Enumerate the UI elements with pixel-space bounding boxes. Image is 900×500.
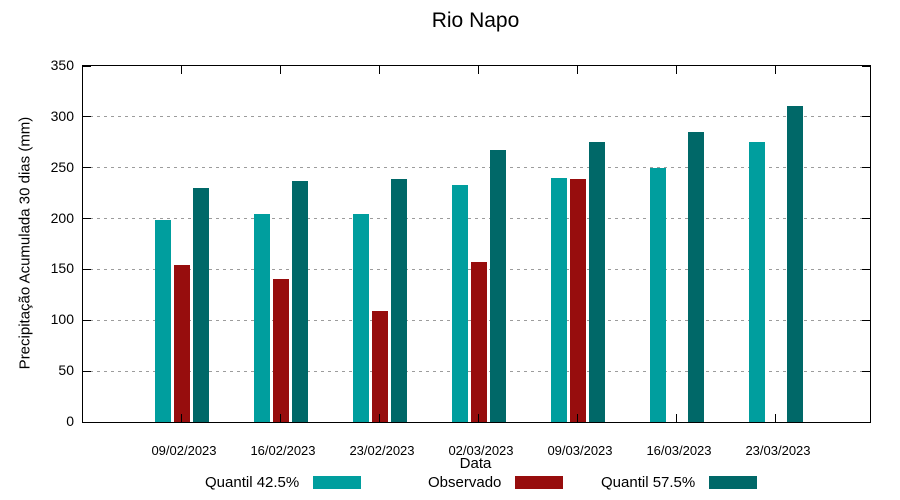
legend-item: Quantil 42.5% (205, 474, 362, 491)
legend-swatch (515, 476, 564, 489)
y-tick-label: 100 (50, 311, 74, 328)
bar-quantil-57.5--09-02-2023 (193, 188, 209, 422)
gridline-y250 (83, 167, 870, 169)
y-axis-tick (862, 167, 870, 169)
bar-quantil-42.5--23-02-2023 (353, 213, 369, 422)
x-axis-tick (774, 414, 776, 422)
bar-quantil-57.5--16-03-2023 (688, 132, 704, 422)
bar-quantil-42.5--16-02-2023 (254, 213, 270, 422)
bar-observado-23-02-2023 (372, 311, 388, 422)
x-tick-label: 09/02/2023 (151, 443, 217, 458)
bar-quantil-57.5--23-03-2023 (787, 105, 803, 422)
y-axis-tick (83, 421, 91, 423)
bar-observado-09-03-2023 (570, 178, 586, 422)
gridline-y300 (83, 116, 870, 118)
legend-swatch (313, 476, 362, 489)
bar-quantil-42.5--02-03-2023 (452, 185, 468, 422)
x-tick-label: 23/02/2023 (349, 443, 415, 458)
y-axis-tick (83, 268, 91, 270)
y-axis-tick (862, 116, 870, 118)
x-axis-tick (180, 414, 182, 422)
y-tick-label: 300 (50, 107, 74, 124)
y-axis-tick (83, 116, 91, 118)
y-axis-tick (83, 370, 91, 372)
y-axis-label: Precipitação Acumulada 30 dias (mm) (16, 116, 34, 370)
x-axis-tick (279, 414, 281, 422)
x-tick-label: 23/03/2023 (745, 443, 811, 458)
bar-observado-09-02-2023 (174, 265, 190, 422)
y-axis-tick (83, 218, 91, 220)
gridline-y200 (83, 218, 870, 220)
bar-quantil-42.5--09-03-2023 (551, 177, 567, 422)
bar-observado-02-03-2023 (471, 262, 487, 422)
y-tick-label: 50 (58, 362, 74, 379)
y-axis-tick (862, 421, 870, 423)
bar-quantil-57.5--16-02-2023 (292, 180, 308, 422)
y-axis-tick (862, 218, 870, 220)
x-axis-tick (576, 414, 578, 422)
bar-observado-16-02-2023 (273, 278, 289, 422)
x-axis-tick (576, 66, 578, 74)
legend-swatch (709, 476, 758, 489)
x-axis-tick (378, 66, 380, 74)
y-axis-tick (862, 319, 870, 321)
x-axis-tick (378, 414, 380, 422)
y-axis-tick (862, 268, 870, 270)
y-tick-label: 200 (50, 209, 74, 226)
x-axis-tick (477, 414, 479, 422)
x-tick-label: 16/03/2023 (646, 443, 712, 458)
y-axis-tick (83, 65, 91, 67)
y-axis-tick (862, 370, 870, 372)
legend-item: Quantil 57.5% (601, 474, 758, 491)
x-tick-label: 09/03/2023 (547, 443, 613, 458)
chart-title: Rio Napo (431, 9, 520, 32)
y-axis-tick (83, 167, 91, 169)
bar-quantil-42.5--23-03-2023 (749, 142, 765, 422)
bar-quantil-57.5--09-03-2023 (589, 142, 605, 422)
legend-label: Quantil 42.5% (205, 474, 300, 491)
y-tick-label: 0 (66, 413, 74, 429)
x-axis-tick (279, 66, 281, 74)
legend-label: Quantil 57.5% (601, 474, 696, 491)
x-tick-label: 16/02/2023 (250, 443, 316, 458)
bar-quantil-57.5--02-03-2023 (490, 150, 506, 422)
x-axis-tick (675, 66, 677, 74)
y-tick-label: 250 (50, 158, 74, 175)
legend-item: Observado (428, 474, 564, 491)
y-tick-label: 350 (50, 57, 74, 73)
x-axis-tick (477, 66, 479, 74)
plot-frame (82, 65, 871, 423)
x-axis-tick (675, 414, 677, 422)
x-axis-label: Data (459, 455, 492, 472)
x-axis-tick (774, 66, 776, 74)
bar-quantil-57.5--23-02-2023 (391, 178, 407, 422)
x-axis-tick (180, 66, 182, 74)
x-tick-label: 02/03/2023 (448, 443, 514, 458)
bar-quantil-42.5--16-03-2023 (650, 167, 666, 422)
bar-quantil-42.5--09-02-2023 (155, 219, 171, 422)
y-axis-tick (83, 319, 91, 321)
y-axis-tick (862, 65, 870, 67)
y-tick-label: 150 (50, 260, 74, 277)
legend-label: Observado (428, 474, 502, 491)
